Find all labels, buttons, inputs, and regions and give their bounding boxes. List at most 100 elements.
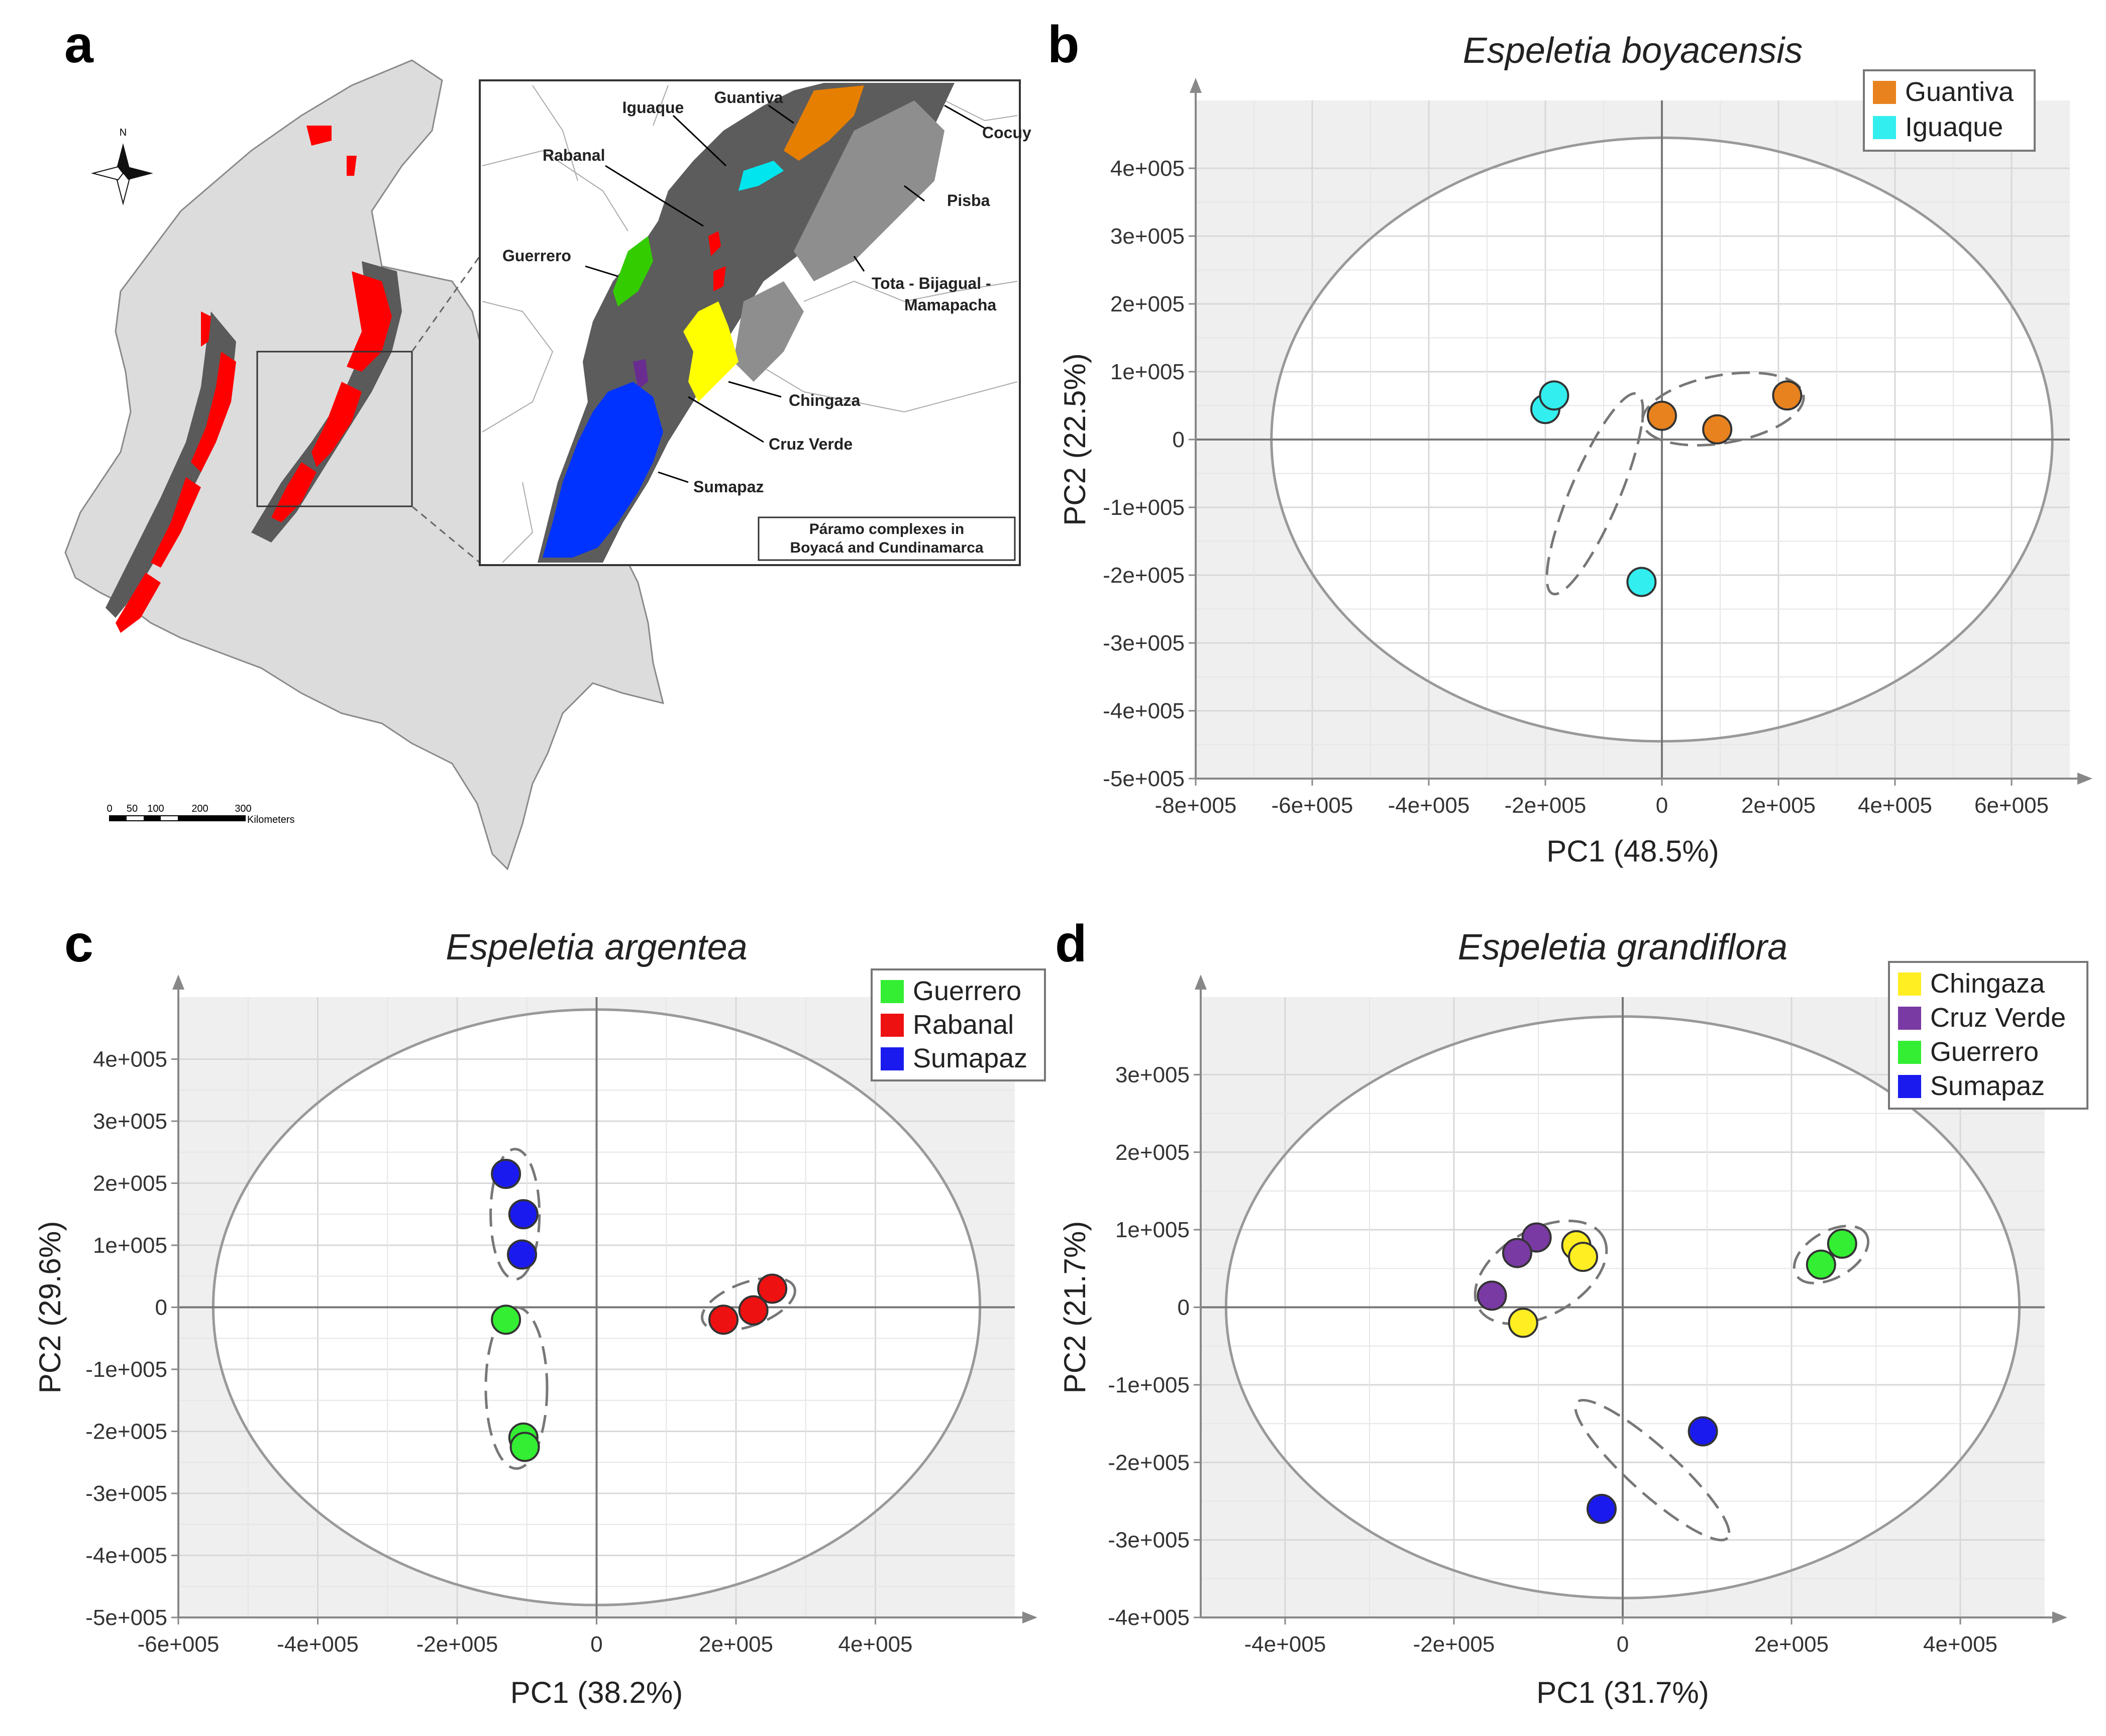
y-tick-label: 3e+005 xyxy=(1110,224,1185,249)
data-point-guerrero xyxy=(509,1432,540,1462)
data-point-sumapaz xyxy=(491,1158,521,1189)
y-tick-label: 0 xyxy=(1173,427,1185,452)
y-axis-arrow xyxy=(1190,78,1202,93)
y-tick-label: 2e+005 xyxy=(1110,292,1185,316)
legend-swatch-rabanal xyxy=(881,1014,904,1037)
data-point-iguaque xyxy=(1626,567,1657,597)
chart-title: Espeletia argentea xyxy=(446,927,747,967)
panel-letter-c: c xyxy=(64,915,93,973)
legend-label-sumapaz: Sumapaz xyxy=(913,1043,1027,1073)
map-label-pisba: Pisba xyxy=(947,191,990,209)
data-point-sumapaz xyxy=(508,1199,539,1230)
data-point-guerrero xyxy=(491,1305,521,1335)
x-tick-label: -2e+005 xyxy=(416,1632,498,1657)
chart-title: Espeletia boyacensis xyxy=(1463,31,1803,71)
inset-title-line2: Boyacá and Cundinamarca xyxy=(790,539,983,556)
pca-chart-espeletia-grandiflora: -4e+005 -2e+005 0 2e+005 4e+005 -4e+005 -3e+00… xyxy=(1058,927,2088,1709)
map-label-sumapaz: Sumapaz xyxy=(693,478,764,496)
data-point-chingaza xyxy=(1568,1242,1599,1272)
scale-tick: 300 xyxy=(235,803,251,814)
scale-tick: 0 xyxy=(107,803,112,814)
sumapaz-region xyxy=(543,382,663,558)
y-tick-label: -3e+005 xyxy=(1108,1528,1190,1553)
data-point-sumapaz xyxy=(1587,1493,1617,1524)
map-label-rabanal: Rabanal xyxy=(543,146,605,164)
map-label-chingaza: Chingaza xyxy=(789,391,860,409)
y-tick-label: -2e+005 xyxy=(85,1420,167,1444)
chart-title: Espeletia grandiflora xyxy=(1458,927,1787,967)
y-tick-label: -4e+005 xyxy=(1108,1605,1190,1630)
legend-swatch-guerrero xyxy=(881,980,904,1003)
colombia-paramo-map: N 0 50 100 200 300 Kilometers xyxy=(64,59,1031,871)
legend-label-sumapaz: Sumapaz xyxy=(1930,1071,2045,1101)
x-tick-label: 2e+005 xyxy=(1741,793,1816,818)
legend-label-guantiva: Guantiva xyxy=(1905,77,2014,107)
map-label-guerrero: Guerrero xyxy=(502,247,571,265)
map-label-cocuy: Cocuy xyxy=(982,124,1031,142)
y-axis-arrow xyxy=(1195,974,1207,990)
legend-label-chingaza: Chingaza xyxy=(1930,968,2045,999)
data-point-guerrero xyxy=(1827,1228,1857,1259)
pca-chart-espeletia-boyacensis: -8e+005 -6e+005 -4e+005 -2e+005 0 2e+005 4e+00… xyxy=(1058,31,2092,868)
y-tick-label: -4e+005 xyxy=(1103,699,1185,723)
panel-letter-d: d xyxy=(1055,915,1087,973)
data-point-guantiva xyxy=(1772,380,1803,411)
data-point-chingaza xyxy=(1508,1308,1538,1338)
data-point-guerrero xyxy=(1806,1249,1836,1280)
north-arrow-icon xyxy=(91,143,153,205)
legend-box xyxy=(1888,961,2088,1110)
x-axis-label: PC1 (38.2%) xyxy=(510,1676,683,1709)
x-tick-label: -4e+005 xyxy=(277,1632,359,1657)
legend-swatch-guantiva xyxy=(1873,81,1896,104)
y-tick-label: -5e+005 xyxy=(85,1605,167,1630)
rabanal-region-2 xyxy=(713,266,726,291)
data-point-guantiva xyxy=(1647,400,1677,431)
panel-letter-b: b xyxy=(1047,16,1080,74)
legend-swatch-sumapaz xyxy=(881,1047,904,1070)
colombia-silhouette xyxy=(64,59,665,871)
y-tick-label: -1e+005 xyxy=(1103,495,1185,520)
rabanal-region-1 xyxy=(708,231,721,256)
y-tick-label: -5e+005 xyxy=(1103,767,1185,791)
y-tick-label: -2e+005 xyxy=(1108,1450,1190,1475)
legend-label-guerrero: Guerrero xyxy=(1930,1037,2039,1067)
data-point-rabanal xyxy=(738,1295,769,1326)
cruzverde-region xyxy=(633,359,648,389)
andes-band-west xyxy=(106,311,236,618)
y-axis-label: PC2 (29.6%) xyxy=(33,1221,67,1393)
scale-tick: 200 xyxy=(191,803,208,814)
legend-label-guerrero: Guerrero xyxy=(913,976,1021,1006)
north-label: N xyxy=(120,127,127,138)
pca-chart-espeletia-argentea: -6e+005 -4e+005 -2e+005 0 2e+005 4e+005 -5e+00… xyxy=(33,927,1046,1709)
group-dashed-ellipse xyxy=(489,1148,541,1281)
legend-swatch-sumapaz xyxy=(1898,1075,1921,1098)
x-axis-arrow xyxy=(1022,1611,1037,1623)
y-tick-label: 4e+005 xyxy=(1110,156,1185,181)
x-tick-label: 2e+005 xyxy=(699,1632,773,1657)
y-tick-label: -2e+005 xyxy=(1103,563,1185,588)
legend-swatch-cruz-verde xyxy=(1898,1007,1921,1030)
scale-tick: 100 xyxy=(147,803,164,814)
x-axis-label: PC1 (31.7%) xyxy=(1536,1676,1709,1709)
map-label-guantiva: Guantiva xyxy=(714,88,783,106)
x-tick-label: 0 xyxy=(1617,1632,1629,1657)
inset-locator-box xyxy=(256,351,413,507)
group-dashed-ellipse xyxy=(1545,392,1644,596)
y-tick-label: 3e+005 xyxy=(1115,1062,1190,1087)
map-label-tota-2: Mamapacha xyxy=(904,296,996,314)
scale-unit: Kilometers xyxy=(247,814,294,825)
y-tick-label: -1e+005 xyxy=(85,1357,167,1382)
group-dashed-ellipse xyxy=(1641,371,1805,447)
data-point-guantiva xyxy=(1702,414,1733,445)
guantiva-region xyxy=(784,85,864,161)
map-label-cruzverde: Cruz Verde xyxy=(769,435,853,453)
x-axis-arrow xyxy=(2077,773,2092,785)
data-point-rabanal xyxy=(708,1305,739,1335)
y-tick-label: -3e+005 xyxy=(85,1481,167,1506)
data-point-cruz-verde xyxy=(1477,1280,1507,1311)
iguaque-region xyxy=(739,161,784,191)
group-dashed-ellipse xyxy=(484,1306,549,1470)
guerrero-region xyxy=(613,236,653,306)
y-tick-label: 1e+005 xyxy=(1110,360,1185,384)
x-tick-label: -4e+005 xyxy=(1388,793,1470,818)
